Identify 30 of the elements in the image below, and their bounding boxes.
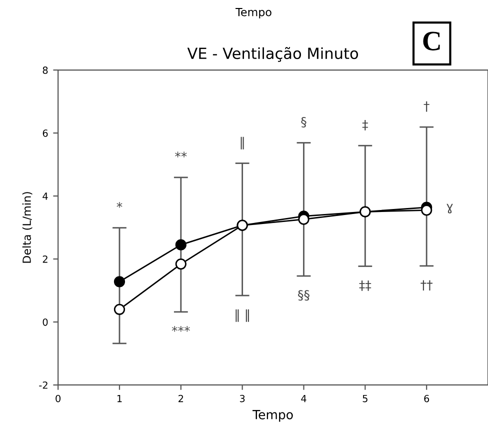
annotation: ** <box>175 152 187 158</box>
annotation: *** <box>172 326 190 332</box>
x-tick-label: 4 <box>301 394 306 402</box>
annotation: §§ <box>298 290 310 301</box>
y-tick-label: 2 <box>42 255 48 263</box>
text: C <box>423 32 440 50</box>
x-tick-label: 0 <box>56 394 61 402</box>
x-axis-title: Tempo <box>252 410 293 422</box>
y-tick-label: 0 <box>42 318 48 326</box>
annotation: ‡ <box>362 120 368 130</box>
annotation: †† <box>420 280 432 291</box>
annotation: ‡‡ <box>359 280 372 291</box>
annotation: ‖ <box>240 136 244 150</box>
x-tick-label: 3 <box>240 394 245 402</box>
chart-title: VE - Ventilação Minuto <box>187 47 358 62</box>
x-tick-label: 6 <box>424 394 430 402</box>
x-tick-label: 1 <box>117 394 122 402</box>
y-axis-title: Delta (L/min) <box>22 192 32 263</box>
y-tick-label: 4 <box>42 192 48 200</box>
y-tick-label: 6 <box>42 130 48 137</box>
annotation: § <box>301 117 306 128</box>
annotation: ‖ ‖ <box>236 309 249 322</box>
x-tick-label: 5 <box>362 394 368 402</box>
annotation: * <box>116 202 122 208</box>
y-tick-label: 8 <box>42 66 48 74</box>
annotation: ɣ <box>446 204 453 214</box>
x-tick-label: 2 <box>178 394 184 402</box>
text: Tempo <box>236 8 272 18</box>
annotation: † <box>424 101 430 112</box>
y-tick-label: -2 <box>39 381 48 389</box>
